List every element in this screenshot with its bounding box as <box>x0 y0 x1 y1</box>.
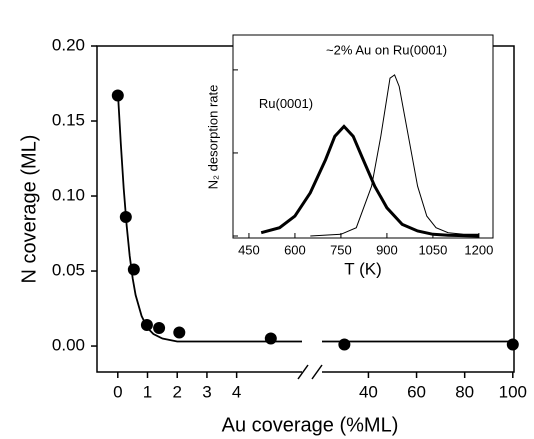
curve-label: ~2% Au on Ru(0001) <box>326 42 447 57</box>
data-point <box>506 338 519 351</box>
x-tick-label: 80 <box>455 382 474 401</box>
x-axis-label: Au coverage (%ML) <box>222 414 399 436</box>
y-tick-label: 0.00 <box>52 336 85 355</box>
x-tick-label: 4 <box>232 382 241 401</box>
inset-x-tick-label: 450 <box>238 242 260 257</box>
x-tick-label: 1 <box>143 382 152 401</box>
y-axis-label: N coverage (ML) <box>18 135 40 284</box>
inset-y-axis-label: N₂ desorption rate <box>205 85 220 190</box>
inset-x-tick-label: 750 <box>330 242 352 257</box>
data-point <box>153 322 166 335</box>
desorption-curve <box>310 74 479 237</box>
data-point <box>264 332 277 345</box>
inset-x-tick-label: 1050 <box>418 242 447 257</box>
inset-x-tick-label: 600 <box>284 242 306 257</box>
x-tick-label: 40 <box>359 382 378 401</box>
inset-frame <box>232 34 494 239</box>
fit-line <box>116 90 514 343</box>
y-tick-label: 0.15 <box>52 110 85 129</box>
inset-x-tick-label: 1200 <box>464 242 493 257</box>
x-tick-label: 0 <box>113 382 122 401</box>
x-tick-label: 100 <box>499 382 527 401</box>
x-tick-label: 3 <box>202 382 211 401</box>
x-tick-label: 60 <box>407 382 426 401</box>
x-tick-label: 2 <box>172 382 181 401</box>
y-tick-label: 0.20 <box>52 35 85 54</box>
data-point <box>127 263 140 276</box>
data-point <box>173 326 186 339</box>
curve-label: Ru(0001) <box>259 96 313 111</box>
inset-x-axis-label: T (K) <box>344 259 381 278</box>
y-tick-label: 0.05 <box>52 261 85 280</box>
inset-x-tick-label: 900 <box>376 242 398 257</box>
axis-break-gap <box>302 366 322 378</box>
y-tick-label: 0.10 <box>52 186 85 205</box>
data-point <box>338 338 351 351</box>
desorption-curve <box>260 124 479 238</box>
